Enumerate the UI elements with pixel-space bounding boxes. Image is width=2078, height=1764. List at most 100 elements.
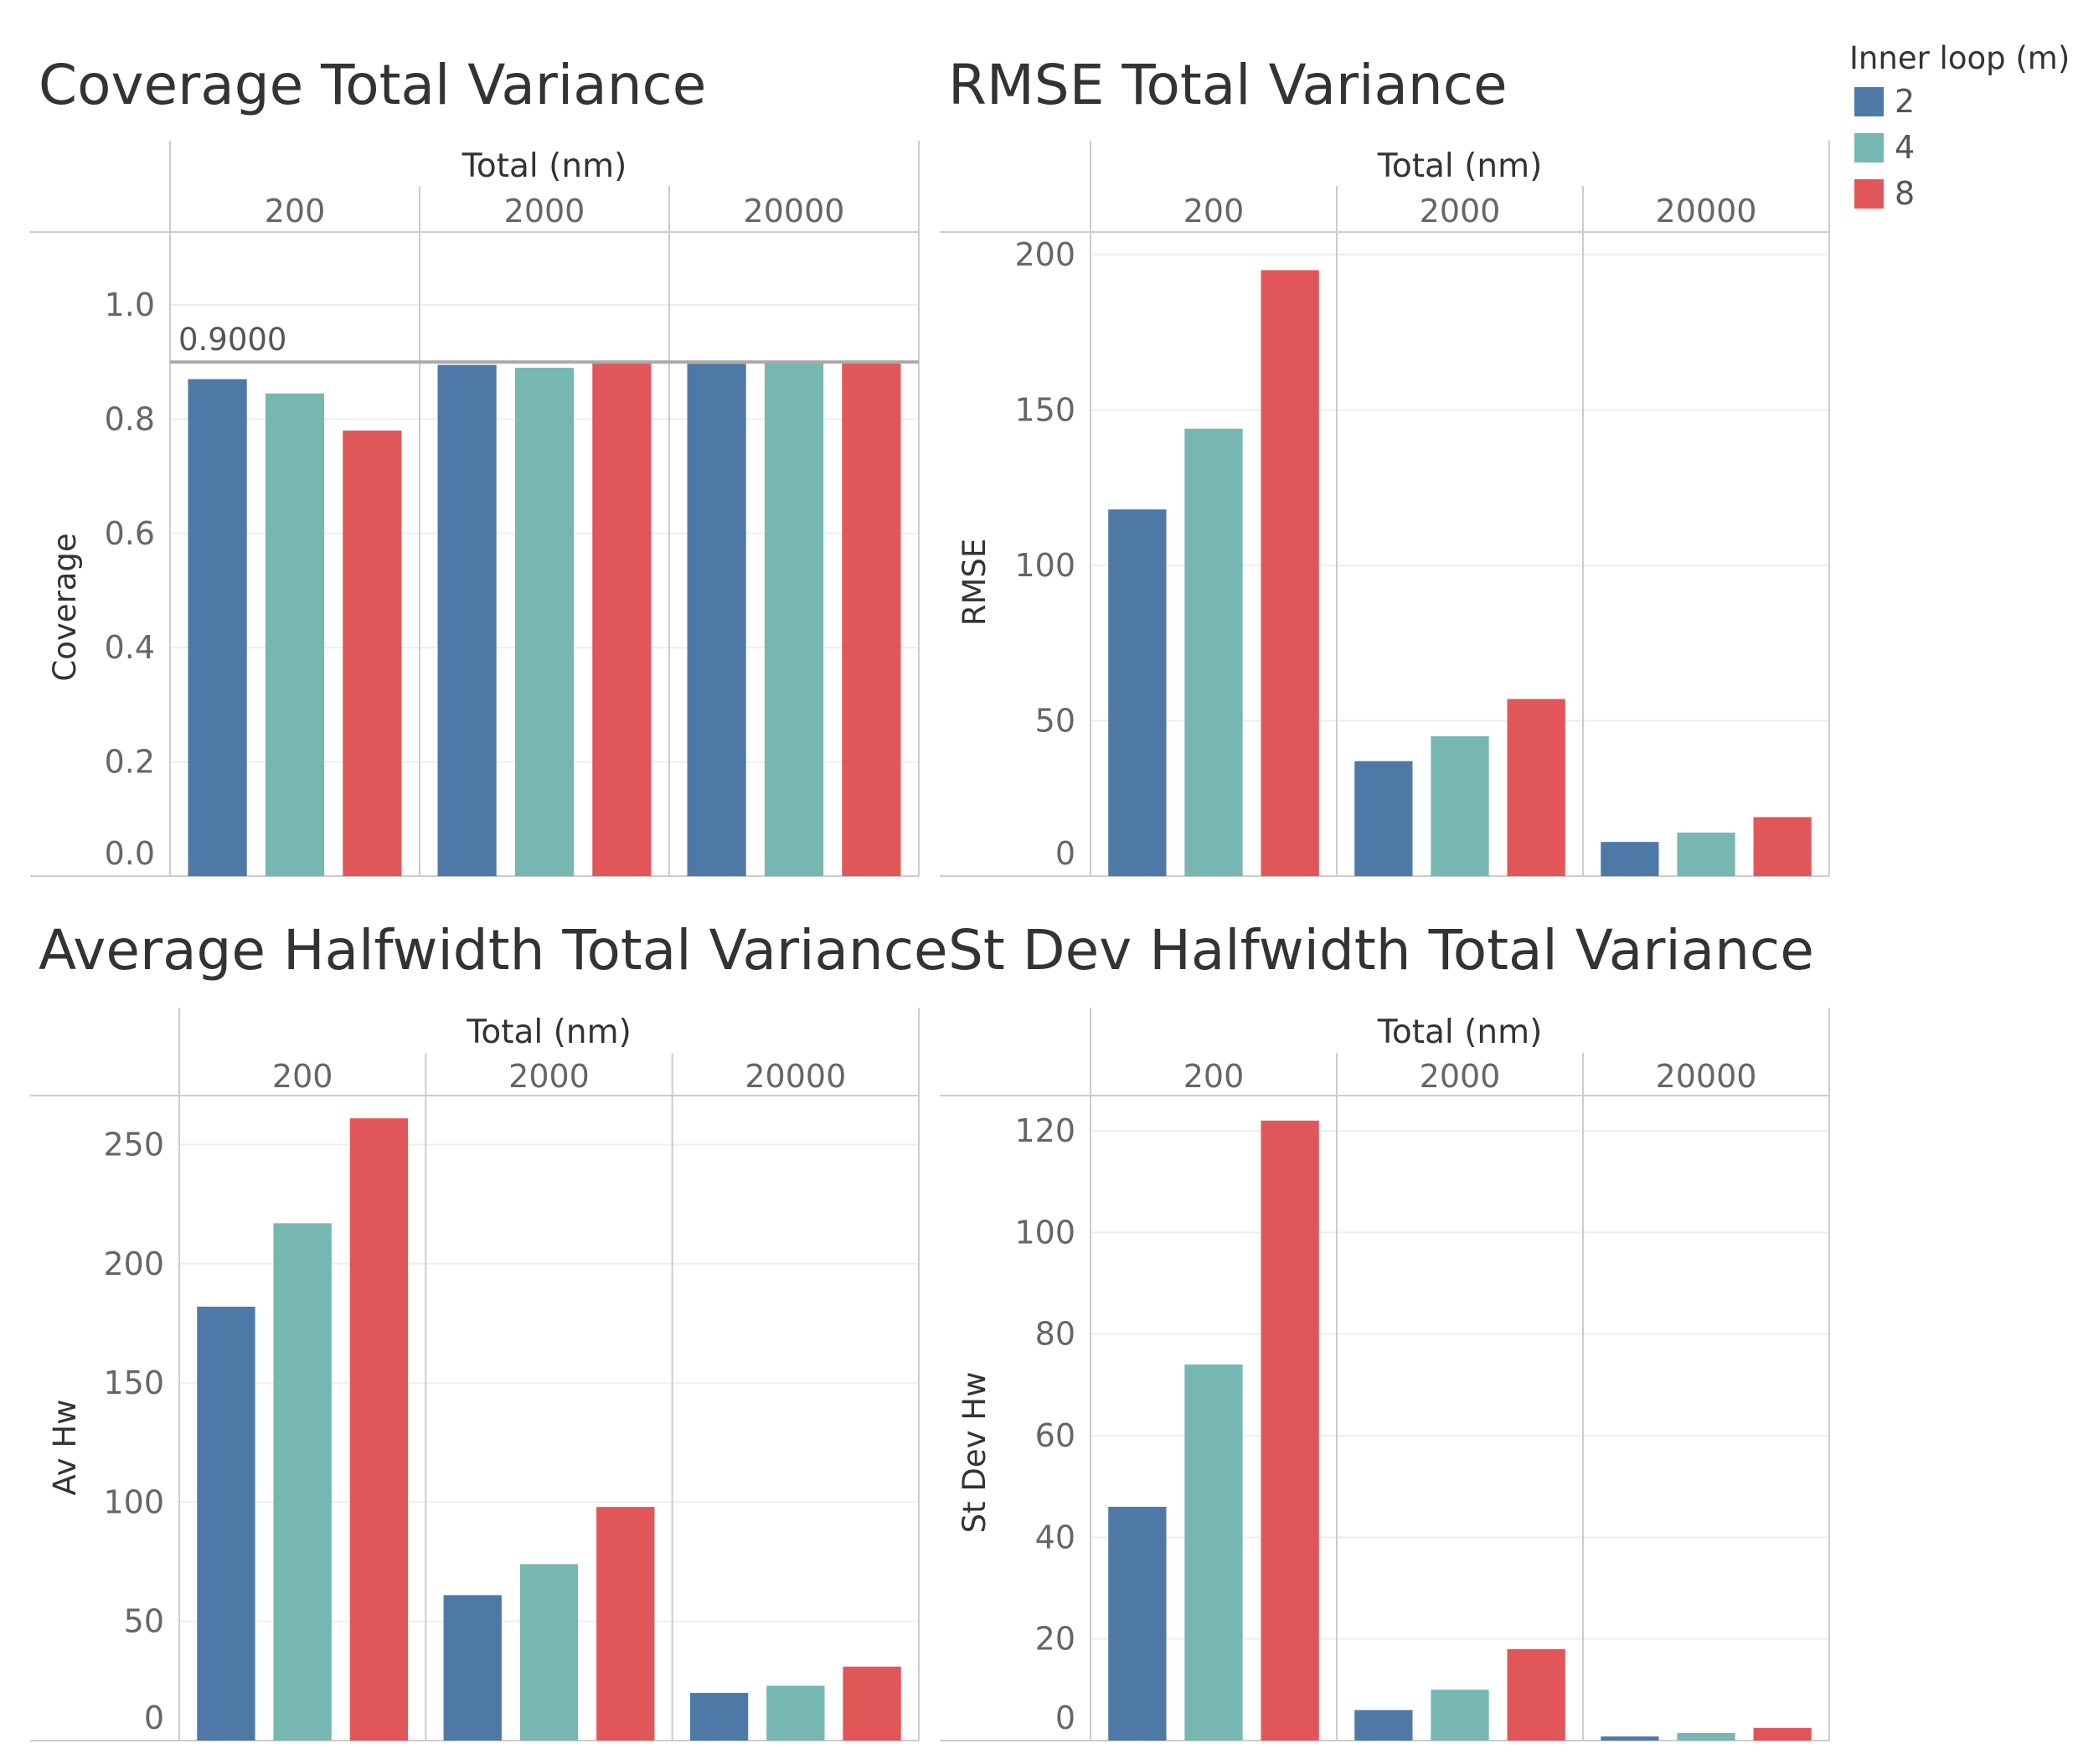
y-tick-label: 40 xyxy=(1035,1519,1075,1555)
bar xyxy=(443,1595,502,1741)
category-label: 200 xyxy=(272,1058,333,1095)
chart-title: Coverage Total Variance xyxy=(39,53,706,117)
category-label: 2000 xyxy=(504,193,585,230)
legend-swatch xyxy=(1854,133,1884,162)
y-tick-label: 0.4 xyxy=(105,629,155,666)
bar xyxy=(1184,1364,1243,1741)
y-tick-label: 200 xyxy=(1014,236,1075,273)
chart-title: Average Halfwidth Total Variance xyxy=(39,918,948,983)
y-tick-label: 100 xyxy=(1014,547,1075,584)
y-tick-label: 60 xyxy=(1035,1417,1075,1454)
bar xyxy=(843,1666,901,1741)
bar xyxy=(188,379,247,876)
bar xyxy=(1108,509,1167,876)
chart-title: St Dev Halfwidth Total Variance xyxy=(948,918,1814,983)
bar xyxy=(1753,817,1812,876)
chart-panel: Average Halfwidth Total Variance Total (n… xyxy=(30,918,948,1741)
y-tick-label: 250 xyxy=(103,1126,164,1163)
bar xyxy=(1507,699,1565,876)
legend-items: 2 4 8 xyxy=(1854,83,1915,212)
bar xyxy=(596,1507,655,1741)
y-tick-label: 150 xyxy=(103,1364,164,1401)
y-tick-label: 1.0 xyxy=(105,286,155,323)
bar xyxy=(1431,736,1489,876)
y-tick-label: 200 xyxy=(103,1246,164,1282)
bar xyxy=(349,1118,409,1741)
y-axis-title: St Dev Hw xyxy=(956,1372,993,1534)
bar xyxy=(1184,428,1243,876)
bar xyxy=(1677,1732,1735,1741)
legend-label: 8 xyxy=(1895,175,1915,212)
bar xyxy=(519,1564,579,1741)
bar xyxy=(1601,842,1659,876)
group-title: Total (nm) xyxy=(461,147,627,185)
chart-panel: St Dev Halfwidth Total Variance Total (nm… xyxy=(940,918,1830,1741)
chart-panel: Coverage Total Variance Total (nm) 200 2000… xyxy=(30,53,920,877)
y-tick-label: 0.6 xyxy=(105,515,155,552)
category-label: 20000 xyxy=(745,1058,846,1095)
bar xyxy=(1677,833,1735,876)
y-tick-label: 120 xyxy=(1014,1112,1075,1149)
group-title: Total (nm) xyxy=(1377,1014,1543,1051)
bar xyxy=(197,1307,255,1741)
y-tick-label: 0 xyxy=(1055,1700,1075,1736)
group-title: Total (nm) xyxy=(1377,147,1543,185)
y-axis-title: Av Hw xyxy=(47,1400,83,1496)
bar xyxy=(687,364,746,877)
bar xyxy=(592,362,652,876)
category-label: 2000 xyxy=(508,1058,590,1095)
bar xyxy=(1431,1689,1489,1741)
legend-label: 2 xyxy=(1895,83,1915,120)
category-label: 2000 xyxy=(1420,1058,1501,1095)
bar xyxy=(343,431,402,876)
y-axis-title: RMSE xyxy=(956,539,993,627)
category-label: 20000 xyxy=(1656,193,1757,230)
bar xyxy=(514,368,575,876)
bar xyxy=(1261,1120,1319,1741)
category-label: 200 xyxy=(1183,1058,1245,1095)
category-label: 200 xyxy=(265,193,326,230)
bar xyxy=(842,360,901,876)
y-tick-label: 150 xyxy=(1014,392,1075,429)
group-title: Total (nm) xyxy=(466,1014,632,1051)
legend-title: Inner loop (m) xyxy=(1849,40,2070,76)
y-tick-label: 80 xyxy=(1035,1316,1075,1353)
legend-swatch xyxy=(1854,179,1884,209)
y-tick-label: 100 xyxy=(103,1483,164,1520)
category-label: 20000 xyxy=(744,193,845,230)
bar xyxy=(1753,1727,1812,1741)
bar xyxy=(1354,1710,1413,1741)
bar xyxy=(689,1693,749,1741)
category-label: 2000 xyxy=(1420,193,1501,230)
bar xyxy=(764,362,824,876)
y-tick-label: 20 xyxy=(1035,1621,1075,1658)
category-label: 200 xyxy=(1183,193,1245,230)
reference-line-label: 0.9000 xyxy=(178,322,286,358)
bar xyxy=(265,393,325,877)
bar xyxy=(1601,1736,1659,1741)
y-tick-label: 100 xyxy=(1014,1214,1075,1251)
legend-swatch xyxy=(1854,87,1884,116)
bar xyxy=(1261,270,1319,876)
y-tick-label: 0.2 xyxy=(105,744,155,781)
y-tick-label: 0.8 xyxy=(105,400,155,437)
chart-title: RMSE Total Variance xyxy=(948,53,1508,117)
bar xyxy=(1108,1506,1167,1741)
y-tick-label: 0 xyxy=(144,1700,164,1736)
bar xyxy=(766,1685,825,1741)
y-tick-label: 50 xyxy=(124,1603,164,1640)
y-tick-label: 50 xyxy=(1035,703,1075,740)
legend: Inner loop (m) 2 4 8 xyxy=(1849,40,2070,212)
bar xyxy=(1354,761,1413,876)
y-tick-label: 0 xyxy=(1055,835,1075,872)
bar xyxy=(1507,1648,1565,1741)
category-label: 20000 xyxy=(1656,1058,1757,1095)
bar xyxy=(273,1223,332,1741)
legend-label: 4 xyxy=(1895,129,1915,166)
y-axis-title: Coverage xyxy=(47,533,83,681)
bar xyxy=(437,364,497,876)
y-tick-label: 0.0 xyxy=(105,835,155,872)
